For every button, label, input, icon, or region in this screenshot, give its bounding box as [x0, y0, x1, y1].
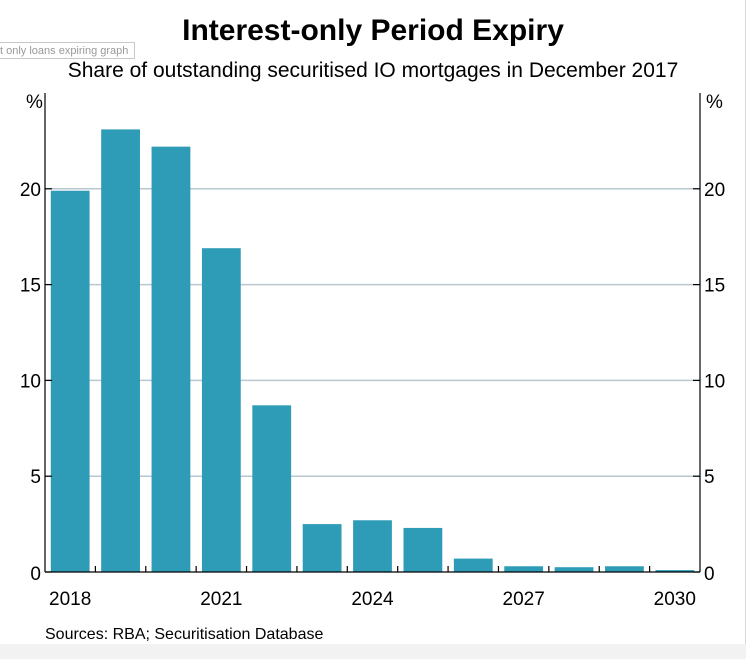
x-tick-label-2021: 2021 [200, 589, 242, 610]
bar-2021 [201, 248, 241, 572]
bar-2020 [151, 146, 191, 572]
y-axis-unit-right: % [706, 92, 723, 113]
bar-2028 [554, 567, 594, 572]
x-tick-label-2018: 2018 [49, 589, 91, 610]
chart-subtitle: Share of outstanding securitised IO mort… [67, 59, 679, 82]
bar-2027 [504, 566, 544, 572]
chart-title: Interest-only Period Expiry [182, 14, 564, 47]
tick-labels: 0 0 5 5 10 10 15 15 20 20 2018 2021 2024 2027 2030 [20, 180, 725, 610]
y-tick-label-left-0: 0 [30, 564, 41, 585]
y-tick-label-right-15: 15 [704, 276, 725, 297]
y-tick-label-right-0: 0 [704, 564, 715, 585]
x-tick-label-2027: 2027 [503, 589, 545, 610]
bar-2030 [655, 570, 695, 572]
image-tooltip: t only loans expiring graph [0, 42, 136, 59]
y-tick-label-right-20: 20 [704, 180, 725, 201]
y-tick-label-left-20: 20 [20, 180, 41, 201]
bottom-strip [0, 644, 746, 659]
y-tick-label-right-5: 5 [704, 467, 715, 488]
x-tick-label-2024: 2024 [351, 589, 394, 610]
y-axis-unit-left: % [26, 92, 43, 113]
gridlines [45, 188, 700, 477]
bars [50, 129, 695, 572]
y-tick-label-right-10: 10 [704, 371, 725, 392]
x-tick-label-2030: 2030 [654, 589, 696, 610]
bar-2029 [605, 566, 644, 572]
bar-2022 [252, 405, 292, 572]
bar-2025 [403, 527, 443, 572]
bar-2019 [101, 129, 140, 572]
bar-2018 [50, 190, 90, 572]
bar-2024 [353, 520, 392, 572]
bar-2026 [453, 558, 493, 572]
y-tick-label-left-10: 10 [20, 371, 41, 392]
bar-2023 [302, 524, 342, 572]
y-tick-label-left-15: 15 [20, 276, 41, 297]
chart-source: Sources: RBA; Securitisation Database [45, 626, 324, 643]
y-tick-label-left-5: 5 [30, 467, 41, 488]
axes [44, 93, 701, 573]
